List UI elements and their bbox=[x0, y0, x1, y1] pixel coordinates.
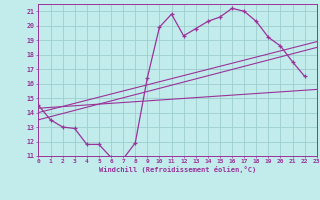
X-axis label: Windchill (Refroidissement éolien,°C): Windchill (Refroidissement éolien,°C) bbox=[99, 166, 256, 173]
